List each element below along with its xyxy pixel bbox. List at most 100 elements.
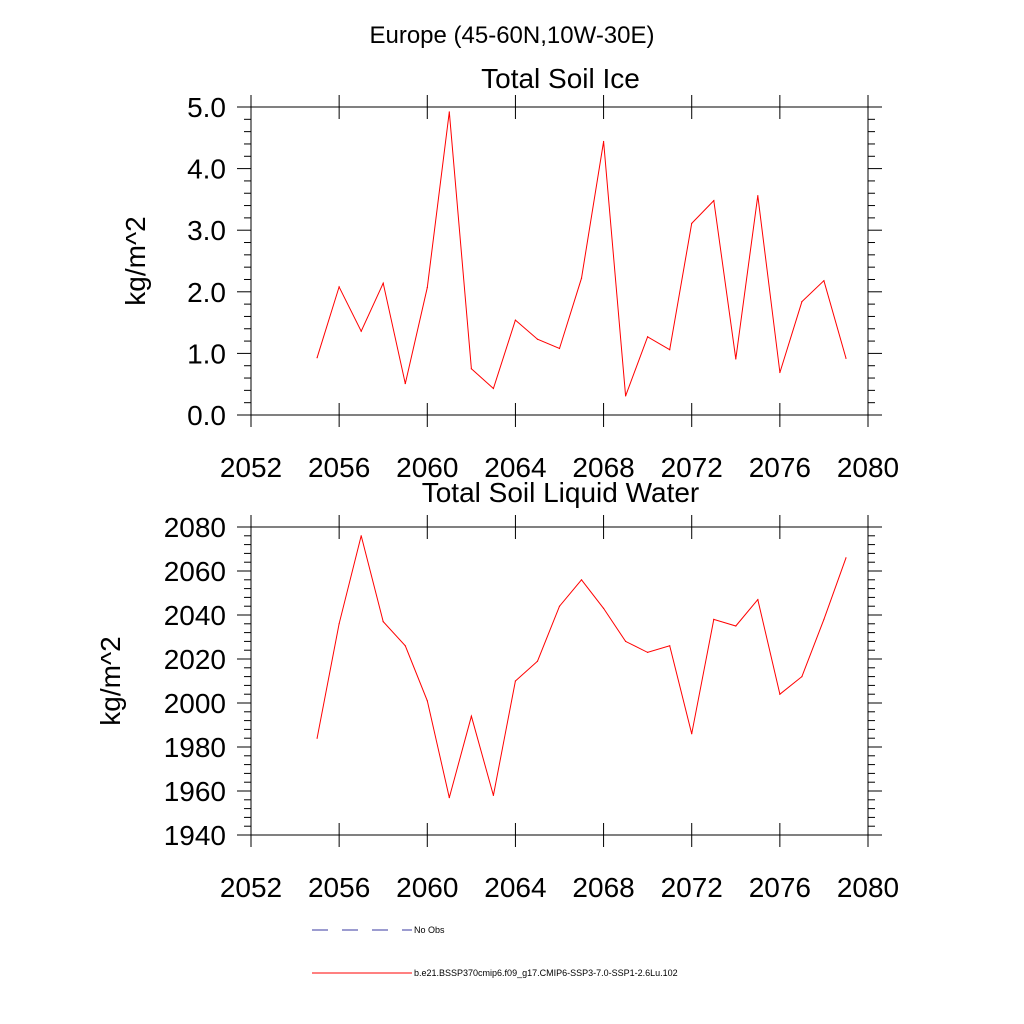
data-point bbox=[757, 599, 759, 601]
data-point bbox=[735, 625, 737, 627]
data-point bbox=[669, 645, 671, 647]
data-point bbox=[426, 286, 428, 289]
data-point bbox=[713, 618, 715, 621]
x-tick-label: 2068 bbox=[572, 872, 634, 903]
data-point bbox=[426, 700, 428, 702]
data-point bbox=[338, 623, 340, 625]
legend-label: b.e21.BSSP370cmip6.f09_g17.CMIP6-SSP3-7.… bbox=[414, 968, 678, 978]
data-point bbox=[470, 715, 472, 717]
series-1 bbox=[316, 535, 847, 799]
x-tick-label: 2056 bbox=[308, 452, 370, 483]
plot-frame bbox=[250, 106, 869, 416]
legend-entry: No Obs bbox=[312, 925, 445, 935]
x-tick-label: 2076 bbox=[749, 872, 811, 903]
data-point bbox=[360, 535, 362, 537]
x-tick-label: 2064 bbox=[484, 872, 546, 903]
y-tick-label: 1940 bbox=[164, 820, 226, 851]
data-point bbox=[514, 680, 517, 682]
legend-label: No Obs bbox=[414, 925, 445, 935]
x-tick-label: 2080 bbox=[837, 872, 899, 903]
y-tick-label: 2020 bbox=[164, 644, 226, 675]
data-point bbox=[580, 277, 583, 279]
data-point bbox=[602, 140, 605, 143]
data-point bbox=[382, 621, 384, 623]
data-point bbox=[404, 382, 406, 385]
y-tick-label: 5.0 bbox=[187, 92, 226, 123]
data-point bbox=[823, 618, 825, 621]
data-point bbox=[735, 358, 737, 360]
data-point bbox=[779, 693, 781, 695]
x-tick-label: 2060 bbox=[396, 452, 458, 483]
data-point bbox=[448, 797, 450, 799]
y-tick-label: 2000 bbox=[164, 688, 226, 719]
data-point bbox=[492, 794, 494, 797]
data-point bbox=[536, 338, 539, 340]
series-line bbox=[316, 111, 847, 397]
data-point bbox=[316, 357, 318, 359]
data-point bbox=[514, 319, 517, 321]
x-tick-label: 2068 bbox=[572, 452, 634, 483]
data-point bbox=[360, 330, 362, 332]
y-tick-label: 4.0 bbox=[187, 154, 226, 185]
data-point bbox=[580, 579, 583, 581]
data-point bbox=[558, 347, 561, 350]
figure-suptitle: Europe (45-60N,10W-30E) bbox=[369, 22, 654, 49]
y-tick-label: 2080 bbox=[164, 512, 226, 543]
x-tick-label: 2060 bbox=[396, 872, 458, 903]
y-tick-label: 2040 bbox=[164, 600, 226, 631]
data-point bbox=[647, 336, 649, 338]
x-tick-label: 2052 bbox=[220, 872, 282, 903]
data-point bbox=[470, 368, 472, 370]
data-point bbox=[845, 357, 847, 359]
legend-entry: b.e21.BSSP370cmip6.f09_g17.CMIP6-SSP3-7.… bbox=[312, 968, 678, 978]
x-axis-ticks: 2052 2056 2060 2064 2068 2072 2076 2080 bbox=[220, 95, 899, 483]
y-tick-label: 2060 bbox=[164, 556, 226, 587]
data-point bbox=[316, 737, 318, 739]
data-point bbox=[536, 660, 539, 662]
y-tick-label: 3.0 bbox=[187, 215, 226, 246]
x-tick-label: 2056 bbox=[308, 872, 370, 903]
y-tick-label: 0.0 bbox=[187, 400, 226, 431]
x-axis-ticks: 2052 2056 2060 2064 2068 2072 2076 2080 bbox=[220, 515, 899, 903]
data-point bbox=[382, 282, 384, 284]
series-1 bbox=[316, 111, 847, 397]
data-point bbox=[448, 111, 450, 113]
data-point bbox=[801, 676, 803, 678]
data-point bbox=[823, 280, 825, 282]
x-tick-label: 2052 bbox=[220, 452, 282, 483]
data-point bbox=[404, 645, 406, 647]
data-point bbox=[602, 607, 605, 610]
data-point bbox=[845, 557, 847, 559]
plot-frame bbox=[250, 526, 869, 836]
x-tick-label: 2064 bbox=[484, 452, 546, 483]
data-point bbox=[713, 200, 715, 202]
y-tick-label: 2.0 bbox=[187, 277, 226, 308]
y-tick-label: 1980 bbox=[164, 732, 226, 763]
x-tick-label: 2076 bbox=[749, 452, 811, 483]
series-line bbox=[316, 535, 847, 798]
data-point bbox=[669, 349, 671, 351]
data-point bbox=[779, 371, 781, 374]
chart-title: Total Soil Ice bbox=[481, 63, 640, 94]
data-point bbox=[691, 222, 693, 225]
x-tick-label: 2072 bbox=[661, 872, 723, 903]
data-point bbox=[801, 301, 803, 303]
data-point bbox=[492, 387, 494, 390]
y-axis-ticks: 0.0 1.0 2.0 3.0 4.0 5.0 bbox=[187, 92, 882, 431]
y-axis-label: kg/m^2 bbox=[95, 636, 126, 725]
data-point bbox=[558, 605, 561, 607]
data-point bbox=[338, 286, 340, 288]
data-point bbox=[647, 651, 649, 654]
data-point bbox=[625, 395, 627, 397]
y-axis-label: kg/m^2 bbox=[120, 216, 151, 305]
chart-title: Total Soil Liquid Water bbox=[422, 477, 700, 508]
x-tick-label: 2080 bbox=[837, 452, 899, 483]
data-point bbox=[625, 640, 627, 643]
y-tick-label: 1.0 bbox=[187, 338, 226, 369]
data-point bbox=[691, 733, 693, 735]
y-axis-ticks: 1940 1960 1980 2000 2020 2040 2060 2080 bbox=[164, 512, 882, 851]
